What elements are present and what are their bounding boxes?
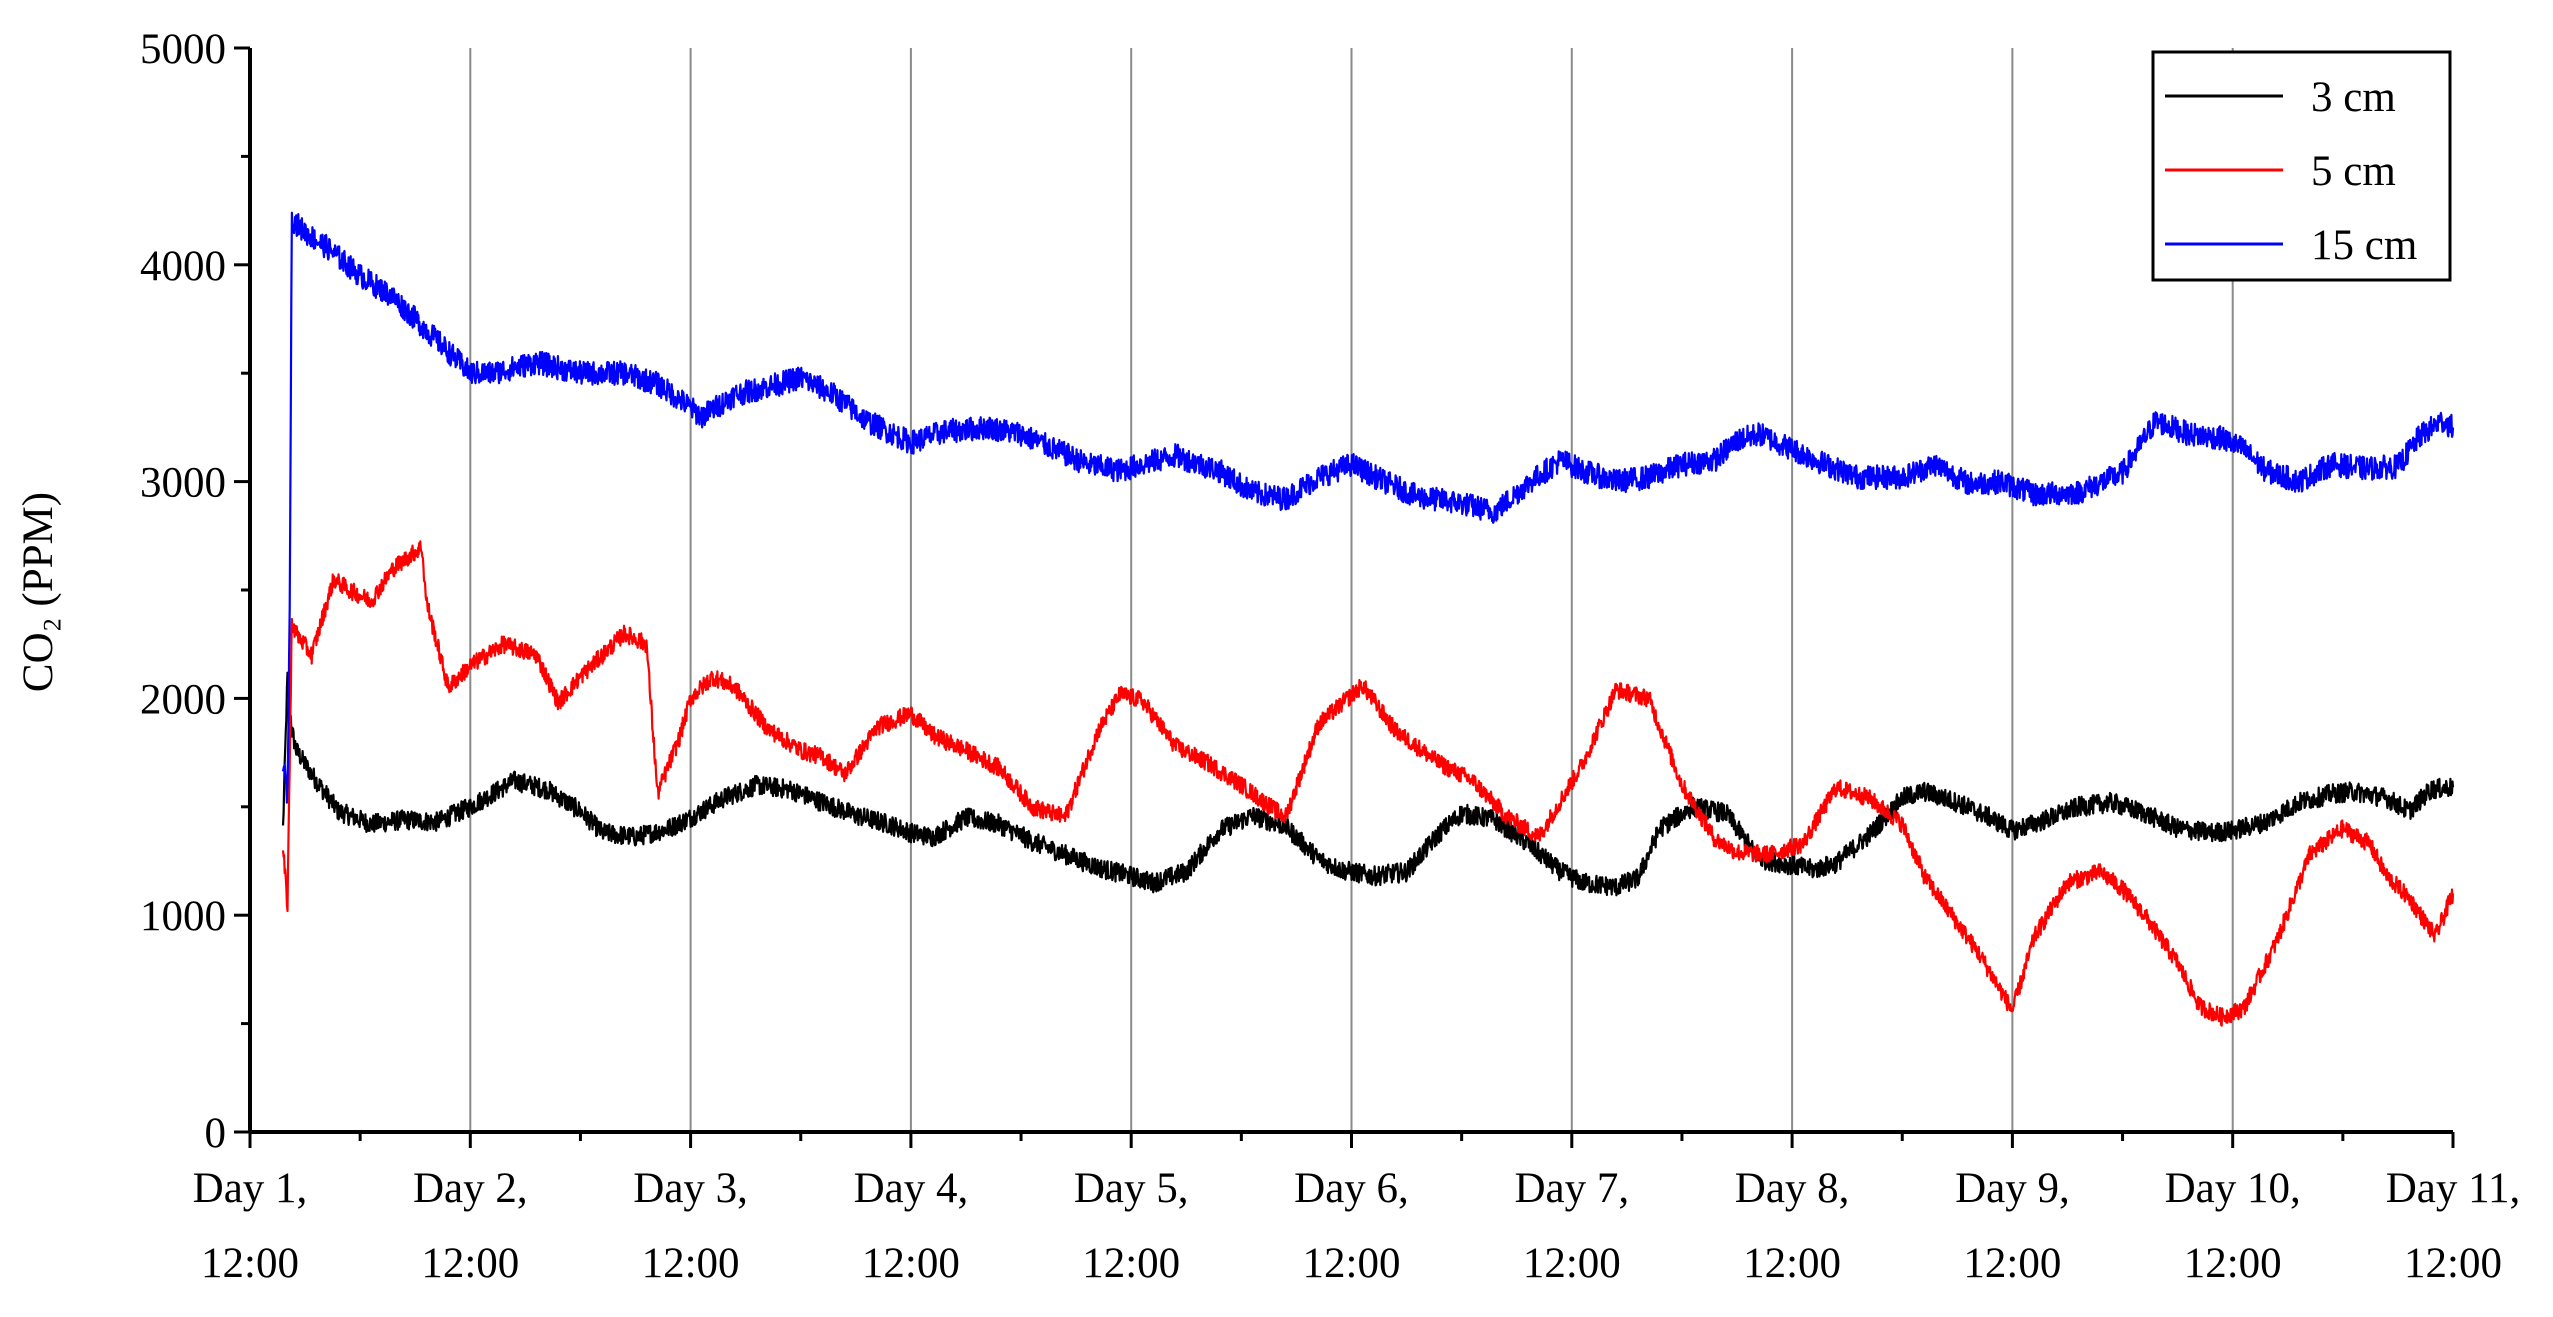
legend: 3 cm 5 cm 15 cm bbox=[2151, 50, 2452, 282]
series-lines bbox=[281, 211, 2455, 1027]
x-tick-label-day: Day 9, bbox=[1955, 1165, 2070, 1212]
x-tick-label-time: 12:00 bbox=[1082, 1240, 1180, 1287]
y-tick-label: 3000 bbox=[140, 460, 226, 507]
x-tick-label-time: 12:00 bbox=[1523, 1240, 1621, 1287]
series-line-5cm bbox=[281, 540, 2455, 1027]
x-tick-label-time: 12:00 bbox=[421, 1240, 519, 1287]
tick-labels: 0 1000 2000 3000 4000 5000 Day 1, 12:00 Day 2, 12… bbox=[140, 26, 2520, 1287]
x-tick-label-day: Day 8, bbox=[1735, 1165, 1850, 1212]
x-tick-label-day: Day 11, bbox=[2386, 1165, 2521, 1212]
x-tick-label-time: 12:00 bbox=[2404, 1240, 2502, 1287]
x-tick-label-time: 12:00 bbox=[201, 1240, 299, 1287]
x-tick-label-day: Day 5, bbox=[1074, 1165, 1189, 1212]
y-tick-label: 5000 bbox=[140, 26, 226, 73]
y-axis-label: CO₂ (PPM) bbox=[15, 492, 62, 692]
x-tick-label-day: Day 10, bbox=[2165, 1165, 2301, 1212]
series-line-3cm bbox=[281, 671, 2455, 897]
x-tick-label-day: Day 7, bbox=[1514, 1165, 1629, 1212]
x-tick-label-day: Day 2, bbox=[413, 1165, 528, 1212]
legend-box bbox=[2151, 50, 2452, 282]
x-tick-label-day: Day 4, bbox=[854, 1165, 969, 1212]
x-tick-label-time: 12:00 bbox=[1303, 1240, 1401, 1287]
x-tick-label-time: 12:00 bbox=[642, 1240, 740, 1287]
legend-label: 3 cm bbox=[2311, 74, 2396, 121]
series-line-15cm bbox=[281, 211, 2455, 804]
x-tick-label-time: 12:00 bbox=[2184, 1240, 2282, 1287]
x-tick-label-day: Day 1, bbox=[193, 1165, 308, 1212]
x-tick-label-time: 12:00 bbox=[862, 1240, 960, 1287]
grid bbox=[469, 48, 2234, 1132]
x-tick-label-day: Day 3, bbox=[633, 1165, 748, 1212]
x-tick-label-time: 12:00 bbox=[1963, 1240, 2061, 1287]
y-tick-label: 0 bbox=[205, 1110, 227, 1157]
y-tick-label: 4000 bbox=[140, 243, 226, 290]
legend-label: 15 cm bbox=[2311, 222, 2417, 269]
y-tick-label: 1000 bbox=[140, 893, 226, 940]
x-tick-label-time: 12:00 bbox=[1743, 1240, 1841, 1287]
legend-label: 5 cm bbox=[2311, 148, 2396, 195]
x-tick-label-day: Day 6, bbox=[1294, 1165, 1409, 1212]
axes bbox=[234, 46, 2455, 1148]
y-tick-label: 2000 bbox=[140, 676, 226, 723]
